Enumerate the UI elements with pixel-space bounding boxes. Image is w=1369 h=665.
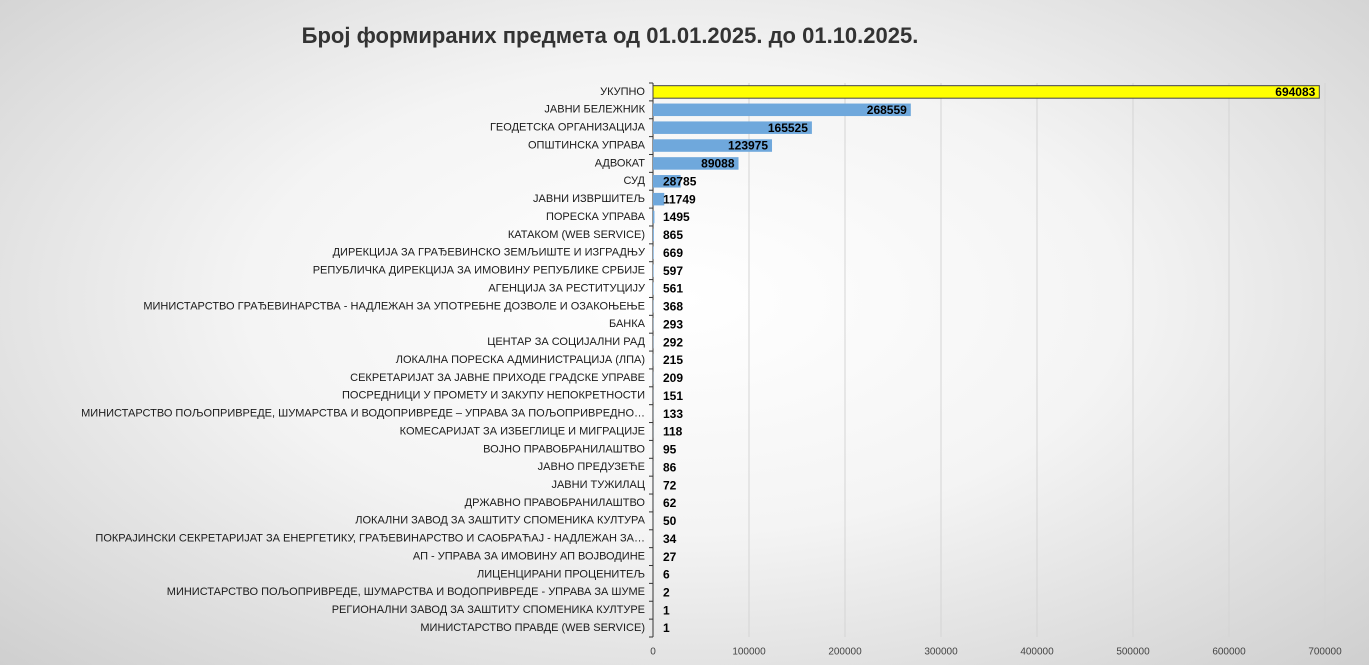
value-label: 123975 bbox=[728, 139, 768, 153]
value-label: 62 bbox=[663, 496, 677, 510]
x-tick-label: 300000 bbox=[924, 647, 958, 658]
value-label: 133 bbox=[663, 407, 683, 421]
value-label: 597 bbox=[663, 264, 683, 278]
value-label: 293 bbox=[663, 317, 683, 331]
bar bbox=[653, 175, 681, 188]
y-tick-label: ВОЈНО ПРАВОБРАНИЛАШТВО bbox=[483, 443, 645, 455]
y-tick-label: ЈАВНО ПРЕДУЗЕЋЕ bbox=[538, 461, 645, 473]
value-label: 561 bbox=[663, 282, 683, 296]
value-label: 165525 bbox=[768, 121, 808, 135]
y-tick-label: ПОКРАЈИНСКИ СЕКРЕТАРИЈАТ ЗА ЕНЕРГЕТИКУ, … bbox=[95, 533, 645, 545]
value-label: 2 bbox=[663, 585, 670, 599]
value-label: 1495 bbox=[663, 210, 690, 224]
y-tick-label: УКУПНО bbox=[600, 86, 645, 98]
value-label: 151 bbox=[663, 389, 683, 403]
bar bbox=[652, 85, 1320, 99]
bar bbox=[653, 139, 773, 152]
y-tick-label: КОМЕСАРИЈАТ ЗА ИЗБЕГЛИЦЕ И МИГРАЦИЈЕ bbox=[400, 425, 645, 437]
x-tick-label: 600000 bbox=[1212, 647, 1246, 658]
y-tick-label: РЕПУБЛИЧКА ДИРЕКЦИЈА ЗА ИМОВИНУ РЕПУБЛИК… bbox=[313, 265, 645, 277]
y-tick-label: ЛИЦЕНЦИРАНИ ПРОЦЕНИТЕЉ bbox=[477, 568, 645, 580]
y-tick-label: ЈАВНИ ИЗВРШИТЕЉ bbox=[533, 193, 645, 205]
bar bbox=[653, 282, 654, 295]
bar bbox=[653, 157, 739, 170]
value-label: 215 bbox=[663, 353, 683, 367]
bar bbox=[653, 210, 655, 224]
y-tick-label: ЦЕНТАР ЗА СОЦИЈАЛНИ РАД bbox=[487, 336, 645, 348]
y-tick-label: ЛОКАЛНИ ЗАВОД ЗА ЗАШТИТУ СПОМЕНИКА КУЛТУ… bbox=[355, 515, 645, 527]
y-tick-label: МИНИСТАРСТВО ПОЉОПРИВРЕДЕ, ШУМАРСТВА И В… bbox=[81, 408, 645, 420]
value-label: 694083 bbox=[1275, 85, 1315, 99]
value-label: 89088 bbox=[701, 157, 735, 171]
y-tick-label: СЕКРЕТАРИЈАТ ЗА ЈАВНЕ ПРИХОДЕ ГРАДСКЕ УП… bbox=[350, 372, 645, 384]
value-label: 1 bbox=[663, 603, 670, 617]
y-tick-label: ПОСРЕДНИЦИ У ПРОМЕТУ И ЗАКУПУ НЕПОКРЕТНО… bbox=[342, 390, 645, 402]
value-label: 50 bbox=[663, 514, 677, 528]
y-tick-label: ПОРЕСКА УПРАВА bbox=[546, 211, 646, 223]
chart-title: Број формираних предмета од 01.01.2025. … bbox=[302, 23, 919, 48]
bar bbox=[653, 192, 665, 206]
value-label: 865 bbox=[663, 228, 683, 242]
value-label: 118 bbox=[663, 425, 683, 439]
value-label: 11749 bbox=[663, 192, 696, 206]
value-label: 27 bbox=[663, 550, 677, 564]
x-tick-label: 100000 bbox=[732, 647, 766, 658]
x-tick-label: 0 bbox=[650, 647, 656, 658]
value-label: 72 bbox=[663, 478, 677, 492]
y-tick-label: МИНИСТАРСТВО ПОЉОПРИВРЕДЕ, ШУМАРСТВА И В… bbox=[167, 586, 645, 598]
y-tick-label: ГЕОДЕТСКА ОРГАНИЗАЦИЈА bbox=[490, 122, 646, 134]
y-tick-label: ДРЖАВНО ПРАВОБРАНИЛАШТВО bbox=[465, 497, 646, 509]
value-label: 209 bbox=[663, 371, 683, 385]
value-label: 86 bbox=[663, 460, 677, 474]
y-tick-label: СУД bbox=[623, 175, 645, 187]
value-label: 268559 bbox=[867, 103, 907, 117]
value-label: 669 bbox=[663, 246, 683, 260]
value-label: 1 bbox=[663, 621, 670, 635]
bar bbox=[653, 228, 654, 242]
bar bbox=[653, 121, 812, 134]
value-label: 292 bbox=[663, 335, 683, 349]
bar bbox=[653, 264, 654, 277]
y-tick-label: ЛОКАЛНА ПОРЕСКА АДМИНИСТРАЦИЈА (ЛПА) bbox=[396, 354, 645, 366]
y-tick-label: МИНИСТАРСТВО ПРАВДЕ (WEB SERVICE) bbox=[420, 622, 645, 634]
y-tick-label: ДИРЕКЦИЈА ЗА ГРАЂЕВИНСКО ЗЕМЉИШТЕ И ИЗГР… bbox=[333, 247, 646, 259]
bar bbox=[653, 103, 911, 117]
y-tick-label: РЕГИОНАЛНИ ЗАВОД ЗА ЗАШТИТУ СПОМЕНИКА КУ… bbox=[332, 604, 645, 616]
y-tick-label: МИНИСТАРСТВО ГРАЂЕВИНАРСТВА - НАДЛЕЖАН З… bbox=[143, 300, 645, 312]
bar bbox=[653, 246, 654, 260]
y-tick-label: ОПШТИНСКА УПРАВА bbox=[528, 139, 646, 151]
y-tick-label: ЈАВНИ ТУЖИЛАЦ bbox=[551, 479, 645, 491]
value-label: 34 bbox=[663, 532, 677, 546]
x-tick-label: 200000 bbox=[828, 647, 862, 658]
value-label: 95 bbox=[663, 443, 677, 457]
y-tick-label: КАТАКОМ (WEB SERVICE) bbox=[508, 229, 645, 241]
y-tick-label: ЈАВНИ БЕЛЕЖНИК bbox=[544, 104, 645, 116]
value-label: 6 bbox=[663, 568, 670, 582]
y-tick-label: АП - УПРАВА ЗА ИМОВИНУ АП ВОЈВОДИНЕ bbox=[413, 550, 645, 562]
x-tick-label: 500000 bbox=[1116, 647, 1150, 658]
value-label: 28785 bbox=[663, 174, 697, 188]
x-tick-label: 400000 bbox=[1020, 647, 1054, 658]
x-tick-label: 700000 bbox=[1308, 647, 1342, 658]
value-label: 368 bbox=[663, 300, 683, 314]
y-tick-label: БАНКА bbox=[609, 318, 646, 330]
y-tick-label: АГЕНЦИЈА ЗА РЕСТИТУЦИЈУ bbox=[488, 282, 646, 294]
y-tick-label: АДВОКАТ bbox=[595, 157, 646, 169]
